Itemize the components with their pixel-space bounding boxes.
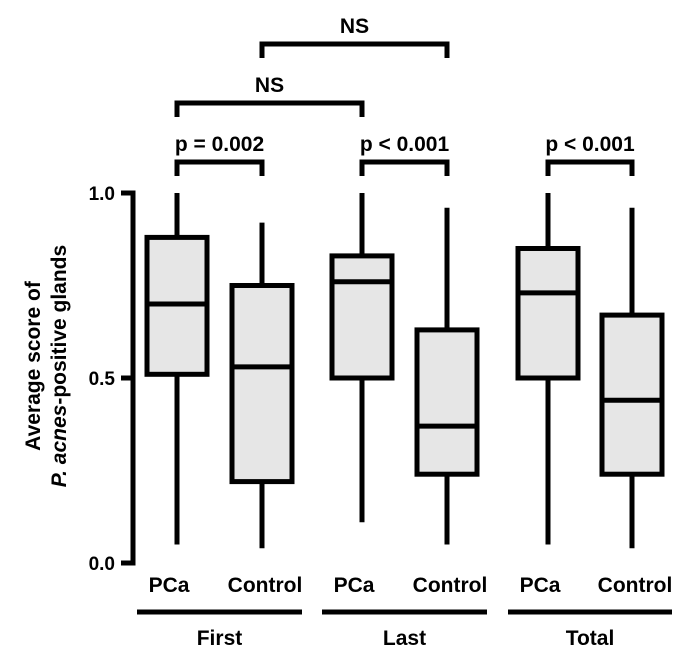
category-label: PCa xyxy=(520,574,561,597)
iqr-box xyxy=(414,327,480,477)
y-axis-label-line: P. acnes-positive glands xyxy=(48,245,71,487)
y-axis-label-line: Average score of xyxy=(22,280,45,451)
bracket-line xyxy=(174,159,265,176)
bracket-line xyxy=(545,159,635,176)
group-label: Total xyxy=(566,627,615,650)
category-axis: PCa Control First PCa Control Last PCa Control T… xyxy=(137,574,672,650)
y-axis-label-segment: -positive glands xyxy=(48,245,71,405)
category-label: Control xyxy=(598,574,673,597)
bracket-line xyxy=(174,100,365,117)
y-tick-label: 0.5 xyxy=(89,369,116,390)
significance-label: NS xyxy=(255,74,284,97)
significance-bracket: NS xyxy=(174,74,365,117)
box-plot xyxy=(229,222,295,549)
bracket-line xyxy=(259,41,450,58)
category-label: PCa xyxy=(334,574,375,597)
box-plot xyxy=(515,193,581,545)
box-series xyxy=(144,193,665,549)
group-label: Last xyxy=(383,627,426,650)
significance-annotations: p = 0.002 p < 0.001 p < 0.001 NS NS xyxy=(174,15,635,176)
y-axis-label-segment: P. acnes xyxy=(48,405,71,488)
bracket-line xyxy=(359,159,450,176)
y-axis-label: Average score of P. acnes-positive glands xyxy=(22,245,71,487)
y-axis-label-segment: Average score of xyxy=(22,280,45,451)
y-tick-label: 0.0 xyxy=(89,554,115,575)
y-tick-label: 1.0 xyxy=(89,184,115,205)
significance-bracket: NS xyxy=(259,15,450,58)
box-plot xyxy=(329,193,395,523)
group-label: First xyxy=(197,627,243,650)
iqr-box xyxy=(329,253,395,381)
category-label: Control xyxy=(413,574,488,597)
significance-label: p = 0.002 xyxy=(175,133,264,156)
y-axis: 0.0 0.5 1.0 xyxy=(89,184,136,575)
significance-label: p < 0.001 xyxy=(360,133,450,156)
significance-bracket: p = 0.002 xyxy=(174,133,265,176)
significance-bracket: p < 0.001 xyxy=(545,133,635,176)
iqr-box xyxy=(229,283,295,485)
category-label: Control xyxy=(228,574,303,597)
category-label: PCa xyxy=(149,574,190,597)
iqr-box xyxy=(515,246,581,381)
box-plot xyxy=(414,207,480,545)
iqr-box xyxy=(599,312,665,477)
box-plot xyxy=(599,207,665,549)
significance-label: NS xyxy=(340,15,369,38)
significance-bracket: p < 0.001 xyxy=(359,133,450,176)
significance-label: p < 0.001 xyxy=(545,133,635,156)
box-plot xyxy=(144,193,210,545)
